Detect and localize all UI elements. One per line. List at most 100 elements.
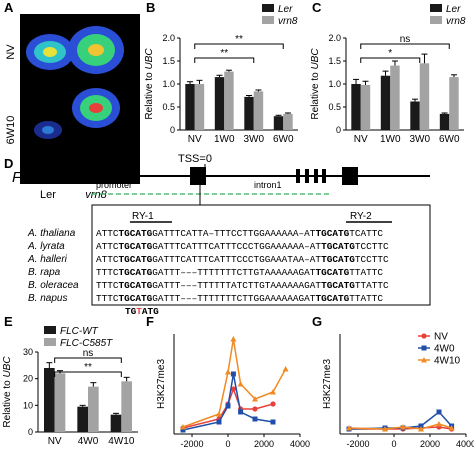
species-label: A. halleri	[27, 254, 68, 265]
x-tick-label: 6W0	[439, 134, 460, 145]
panel-label-c: C	[312, 0, 322, 15]
x-tick-label: 1W0	[214, 134, 235, 145]
species-label: A. thaliana	[27, 228, 76, 239]
bar-vrn8	[194, 84, 205, 130]
legend-label: Ler	[446, 4, 461, 15]
y-tick-label: 1.0	[162, 79, 175, 89]
y-tick-label: 0.5	[162, 102, 175, 112]
bar-Ler	[410, 101, 420, 130]
bar-Ler	[273, 116, 284, 130]
ry2-label: RY-2	[350, 211, 372, 222]
bar-Ler	[244, 96, 254, 130]
significance-label: **	[235, 34, 243, 45]
y-axis-label: Relative to UBC	[310, 48, 321, 120]
significance-bracket	[54, 371, 122, 377]
y-tick-label: 30	[23, 347, 33, 357]
point-4W10	[282, 366, 289, 372]
point-4W10	[270, 389, 276, 395]
legend-swatch	[44, 326, 56, 334]
panel-label-g: G	[312, 314, 322, 329]
chart-e: 0 10 20 30 NV 4W0 4W10 Relative to UBC ns ** FLC-W…	[2, 326, 138, 447]
species-label: B. rapa	[28, 267, 61, 278]
significance-label: ns	[83, 348, 94, 359]
chart-b: 0 0.5 1.0 1.5 2.0 NV 1W0 3W0 6W0 Relative to UBC *…	[144, 4, 298, 145]
bar-vrn8	[449, 77, 459, 130]
legend-label: 4W10	[434, 356, 461, 367]
x-tick-label: NV	[188, 134, 202, 145]
y-tick-label: 1.5	[328, 56, 341, 66]
panel-label-b: B	[146, 0, 155, 15]
x-tick-label: 0	[391, 439, 396, 449]
legend-swatch	[262, 16, 274, 24]
bar-FLC-C585T	[121, 381, 132, 432]
bar-Ler	[185, 84, 195, 130]
intron-label: intron1	[254, 180, 282, 190]
legend-label: FLC-C585T	[60, 338, 113, 349]
sequence: TTTCTGCATGGATTT–––TTTTTTATCTTGTAAAAAAGAT…	[96, 280, 389, 291]
bar-vrn8	[283, 113, 293, 130]
x-tick-label: 0	[225, 439, 230, 449]
plant-ler-6w10	[34, 121, 62, 139]
legend-label: 4W0	[434, 344, 455, 355]
legend-label: NV	[434, 332, 448, 343]
y-tick-label: 20	[23, 374, 33, 384]
bar-vrn8	[224, 71, 234, 130]
point-4W10	[382, 426, 388, 432]
x-tick-label: 4000	[456, 439, 474, 449]
chart-c: 0 0.5 1.0 1.5 2.0 NV 1W0 3W0 6W0 Relative to UBC n…	[310, 4, 466, 145]
point-NV	[252, 406, 258, 412]
legend-label: vrn8	[446, 16, 466, 27]
y-tick-label: 10	[23, 400, 33, 410]
significance-bracket	[194, 57, 255, 63]
bar-FLC-WT	[44, 368, 55, 432]
point-4W10	[346, 425, 352, 431]
x-tick-label: 4W0	[78, 436, 99, 447]
legend-label: Ler	[278, 4, 293, 15]
y-axis-label: H3K27me3	[322, 359, 333, 409]
x-tick-label: 2000	[254, 439, 274, 449]
significance-bracket	[360, 43, 450, 49]
x-tick-label: NV	[354, 134, 368, 145]
bar-FLC-C585T	[54, 373, 66, 432]
legend-swatch	[430, 4, 442, 12]
legend-marker	[421, 345, 427, 351]
y-tick-label: 2.0	[162, 33, 175, 43]
sequence: TTTCTGCATGGATTT–––TTTTTTTCTTGGAAAAAAGATT…	[96, 293, 383, 304]
bar-Ler	[351, 84, 361, 130]
panel-label-d: D	[4, 156, 13, 171]
point-4W10	[448, 425, 455, 431]
y-axis-label: Relative to UBC	[144, 48, 155, 120]
x-tick-label: NV	[48, 436, 62, 447]
bar-Ler	[439, 113, 450, 130]
point-4W0	[270, 419, 276, 425]
point-4W10	[400, 424, 406, 430]
row-label-6w10: 6W10	[5, 116, 17, 145]
sequence: TTTCTGCATGGATTT–––TTTTTTTCTTGTAAAAAAGATT…	[96, 267, 383, 278]
point-4W10	[436, 421, 442, 427]
point-4W0	[238, 409, 244, 415]
legend-swatch	[262, 4, 274, 12]
species-label: B. oleracea	[28, 280, 79, 291]
bar-Ler	[214, 77, 225, 130]
y-tick-label: 1.0	[328, 79, 341, 89]
x-tick-label: 4W10	[108, 436, 135, 447]
bar-FLC-WT	[110, 414, 122, 432]
bar-FLC-WT	[77, 406, 88, 432]
bar-vrn8	[360, 84, 371, 130]
point-4W10	[418, 426, 424, 432]
col-label-ler: Ler	[40, 189, 56, 201]
sequence: ATTCTGCATGGATTTCATTTCATTTCCCTGGAAATAA–AT…	[96, 254, 389, 265]
plant-vrn8-6w10	[72, 88, 120, 128]
sequence: ATTCTGCATGGATTTCATTTCATTTCCCTGGAAAAAA–AT…	[96, 241, 389, 252]
point-NV	[230, 386, 236, 392]
panel-label-f: F	[146, 314, 154, 329]
point-4W0	[216, 419, 222, 425]
ry1-label: RY-1	[132, 211, 154, 222]
point-4W10	[252, 396, 258, 402]
point-4W0	[180, 427, 186, 433]
bar-vrn8	[419, 63, 430, 130]
row-label-nv: NV	[5, 44, 17, 60]
species-label: A. lyrata	[27, 241, 65, 252]
